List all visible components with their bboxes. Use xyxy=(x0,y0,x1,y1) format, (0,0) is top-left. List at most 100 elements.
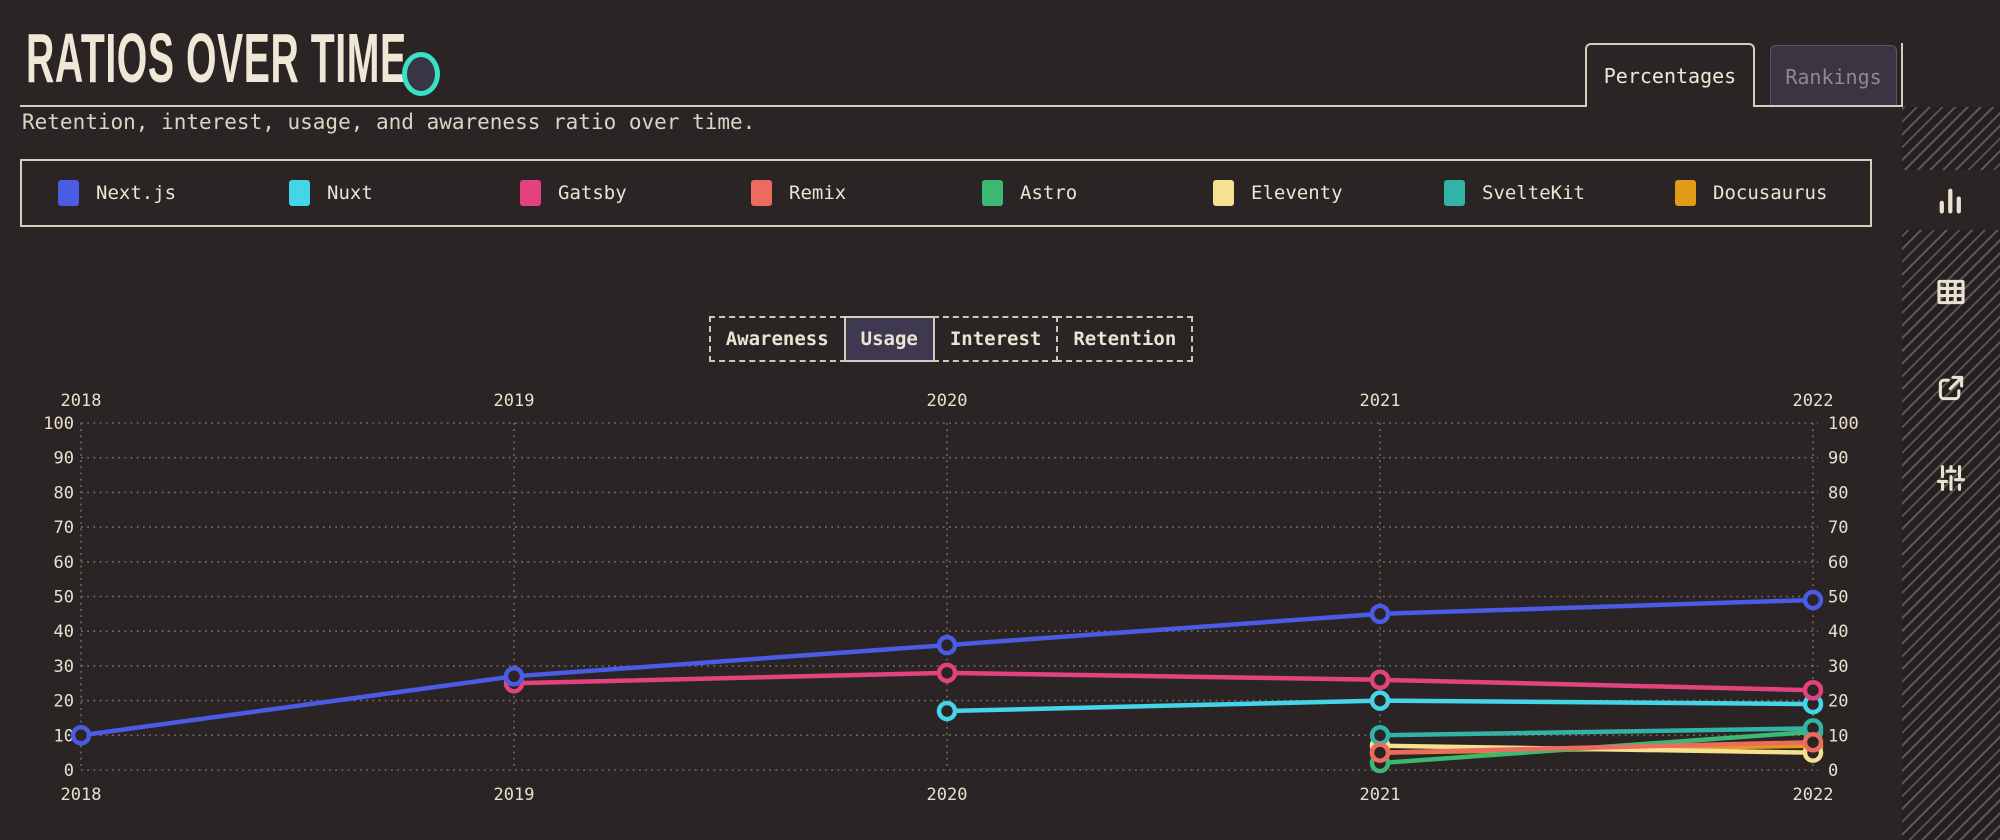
metric-button-awareness[interactable]: Awareness xyxy=(708,316,846,362)
y-axis-label-right: 70 xyxy=(1828,518,1848,538)
data-point[interactable] xyxy=(936,634,958,656)
legend-item-nextjs[interactable]: Next.js xyxy=(22,180,253,206)
data-point[interactable] xyxy=(1369,603,1391,625)
legend-label: Nuxt xyxy=(327,182,373,204)
external-link-icon xyxy=(1938,375,1964,401)
chart-legend: Next.js Nuxt Gatsby Remix Astro Eleventy Svelt… xyxy=(20,159,1872,227)
data-point[interactable] xyxy=(1369,690,1391,711)
page-title: RATIOS OVER TIME xyxy=(26,19,407,97)
chart-actions-sidebar xyxy=(1902,0,2000,840)
y-axis-label-right: 50 xyxy=(1828,588,1848,608)
x-axis-label-bottom: 2019 xyxy=(494,785,535,805)
y-axis-label-left: 70 xyxy=(54,518,74,538)
x-axis-label-top: 2018 xyxy=(61,391,102,411)
y-axis-label-left: 50 xyxy=(54,588,74,608)
data-point[interactable] xyxy=(936,700,958,722)
series-line xyxy=(511,670,1816,693)
data-point[interactable] xyxy=(1369,742,1391,763)
x-axis-label-top: 2019 xyxy=(494,391,535,411)
legend-label: Astro xyxy=(1020,182,1078,204)
legend-item-docusaurus[interactable]: Docusaurus xyxy=(1639,180,1870,206)
sliders-button[interactable] xyxy=(1902,448,2000,508)
y-axis-label-right: 60 xyxy=(1828,553,1848,573)
metric-circle-icon xyxy=(402,52,440,96)
legend-label: Docusaurus xyxy=(1713,182,1828,204)
x-axis-label-bottom: 2021 xyxy=(1360,785,1401,805)
legend-item-sveltekit[interactable]: SvelteKit xyxy=(1408,180,1639,206)
y-axis-label-right: 100 xyxy=(1828,414,1859,434)
metric-button-retention[interactable]: Retention xyxy=(1056,316,1194,362)
legend-item-remix[interactable]: Remix xyxy=(715,180,946,206)
series-remix[interactable] xyxy=(1369,731,1824,763)
legend-item-eleventy[interactable]: Eleventy xyxy=(1177,180,1408,206)
legend-swatch xyxy=(1675,180,1696,206)
series-nextjs[interactable] xyxy=(70,589,1824,746)
metric-button-interest[interactable]: Interest xyxy=(932,316,1059,362)
series-gatsby[interactable] xyxy=(503,662,1824,701)
legend-label: Remix xyxy=(789,182,847,204)
y-axis-label-left: 90 xyxy=(54,449,74,469)
legend-label: Gatsby xyxy=(558,182,627,204)
content-edge-line xyxy=(1901,43,1903,107)
metric-toggle-group: Awareness Usage Interest Retention xyxy=(0,316,1902,362)
chart-description: Retention, interest, usage, and awarenes… xyxy=(22,110,756,134)
data-point[interactable] xyxy=(503,666,525,687)
y-axis-label-left: 0 xyxy=(64,761,74,781)
metric-button-usage[interactable]: Usage xyxy=(843,316,935,362)
data-point[interactable] xyxy=(1802,589,1824,611)
header-divider xyxy=(20,105,1585,107)
legend-swatch xyxy=(1213,180,1234,206)
y-axis-label-right: 90 xyxy=(1828,449,1848,469)
chart-series xyxy=(70,589,1824,774)
y-axis-label-right: 40 xyxy=(1828,622,1848,642)
y-axis-label-left: 60 xyxy=(54,553,74,573)
y-axis-label-right: 20 xyxy=(1828,692,1848,712)
legend-label: Eleventy xyxy=(1251,182,1343,204)
x-axis-label-top: 2022 xyxy=(1793,391,1834,411)
legend-swatch xyxy=(289,180,310,206)
y-axis-label-right: 10 xyxy=(1828,726,1848,746)
legend-swatch xyxy=(982,180,1003,206)
legend-swatch xyxy=(751,180,772,206)
y-axis-label-left: 100 xyxy=(43,414,74,434)
x-axis-label-bottom: 2020 xyxy=(927,785,968,805)
data-point[interactable] xyxy=(70,725,92,746)
legend-label: Next.js xyxy=(96,182,177,204)
x-axis-label-top: 2020 xyxy=(927,391,968,411)
data-point[interactable] xyxy=(936,662,958,684)
sliders-icon xyxy=(1936,465,1966,491)
x-axis-label-bottom: 2022 xyxy=(1793,785,1834,805)
y-axis-label-left: 10 xyxy=(54,726,74,746)
legend-swatch xyxy=(58,180,79,206)
table-icon xyxy=(1937,279,1965,305)
data-point[interactable] xyxy=(1369,725,1391,746)
legend-item-gatsby[interactable]: Gatsby xyxy=(484,180,715,206)
data-point[interactable] xyxy=(1802,679,1824,701)
y-axis-label-left: 20 xyxy=(54,692,74,712)
tab-rankings[interactable]: Rankings xyxy=(1770,45,1897,107)
header-divider xyxy=(1755,105,1902,107)
table-button[interactable] xyxy=(1902,262,2000,322)
tab-percentages[interactable]: Percentages xyxy=(1585,43,1755,107)
legend-item-nuxt[interactable]: Nuxt xyxy=(253,180,484,206)
series-line xyxy=(1377,726,1816,738)
y-axis-label-right: 30 xyxy=(1828,657,1848,677)
series-line xyxy=(1377,739,1816,755)
data-point[interactable] xyxy=(1369,669,1391,691)
legend-item-astro[interactable]: Astro xyxy=(946,180,1177,206)
y-axis-label-left: 30 xyxy=(54,657,74,677)
legend-swatch xyxy=(520,180,541,206)
x-axis-label-bottom: 2018 xyxy=(61,785,102,805)
x-axis-label-top: 2021 xyxy=(1360,391,1401,411)
data-point[interactable] xyxy=(1802,731,1824,753)
y-axis-label-left: 80 xyxy=(54,483,74,503)
bar-chart-icon xyxy=(1939,188,1961,214)
series-nuxt[interactable] xyxy=(936,690,1824,722)
external-link-button[interactable] xyxy=(1902,358,2000,418)
series-sveltekit[interactable] xyxy=(1369,718,1824,746)
bar-chart-button[interactable] xyxy=(1902,170,2000,230)
legend-swatch xyxy=(1444,180,1465,206)
